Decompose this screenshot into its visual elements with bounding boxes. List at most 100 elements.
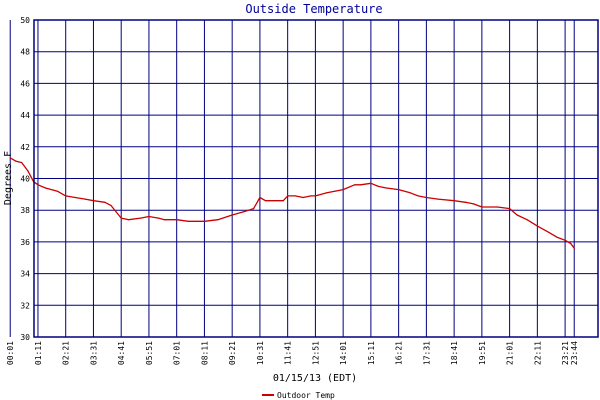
y-tick-label: 36 <box>20 238 30 247</box>
legend: Outdoor Temp <box>262 391 335 400</box>
data-point <box>417 195 419 197</box>
y-axis-ticks: 30 32 34 36 38 40 42 44 46 48 50 <box>20 16 30 342</box>
x-tick-label: 07:01 <box>173 341 182 365</box>
data-point <box>74 196 76 199</box>
data-point <box>104 201 106 203</box>
data-point <box>9 157 11 159</box>
y-tick-label: 44 <box>20 111 30 120</box>
data-point <box>573 247 575 249</box>
data-point <box>243 211 245 213</box>
data-point <box>203 220 206 222</box>
data-point <box>21 162 23 164</box>
data-point <box>570 242 572 245</box>
y-tick-label: 48 <box>20 48 30 57</box>
x-tick-label: 01:11 <box>34 341 43 365</box>
x-tick-label: 05:51 <box>145 341 154 365</box>
x-tick-label: 09:21 <box>228 341 237 365</box>
data-point <box>259 196 261 199</box>
x-tick-label: 23:44 <box>570 341 579 365</box>
x-tick-label: 15:11 <box>367 341 376 365</box>
data-point <box>409 192 411 194</box>
data-point <box>37 184 39 186</box>
data-point <box>359 184 362 186</box>
data-point <box>342 188 344 191</box>
data-point <box>176 219 178 221</box>
legend-label: Outdoor Temp <box>277 391 335 400</box>
series-layer <box>9 157 575 249</box>
data-point <box>472 203 475 205</box>
y-tick-label: 40 <box>20 175 30 184</box>
data-point <box>27 169 29 172</box>
x-tick-label: 17:31 <box>422 341 431 365</box>
data-point <box>509 208 511 210</box>
data-point <box>398 188 400 191</box>
data-point <box>120 217 122 219</box>
y-tick-label: 38 <box>20 206 30 215</box>
x-tick-label: 00:01 <box>6 341 15 365</box>
data-point <box>302 196 304 199</box>
data-point <box>140 217 142 219</box>
data-point <box>526 219 528 221</box>
data-point <box>536 225 538 227</box>
data-point <box>481 206 483 208</box>
x-axis-ticks: 00:01 01:11 02:21 03:31 04:41 05:51 07:01 08:11… <box>6 341 579 365</box>
data-point <box>148 215 150 218</box>
data-point <box>15 160 17 162</box>
data-point <box>326 192 328 194</box>
y-tick-label: 50 <box>20 16 30 25</box>
x-tick-label: 02:21 <box>62 341 71 365</box>
x-tick-label: 12:51 <box>311 341 320 365</box>
data-point <box>354 184 356 186</box>
data-point <box>516 214 518 216</box>
data-point <box>564 239 566 241</box>
x-tick-label: 21:01 <box>506 341 515 365</box>
data-point <box>556 236 558 238</box>
y-tick-label: 34 <box>20 270 30 279</box>
data-point <box>287 195 289 197</box>
data-point <box>187 220 189 222</box>
x-tick-label: 11:41 <box>284 341 293 365</box>
data-point <box>548 231 550 233</box>
x-axis-label: 01/15/13 (EDT) <box>273 373 357 384</box>
x-tick-label: 22:11 <box>533 341 542 365</box>
data-point <box>84 198 86 200</box>
y-axis-label: Degrees F <box>3 151 14 205</box>
y-tick-label: 46 <box>20 79 30 88</box>
data-point <box>310 195 312 197</box>
data-point <box>128 219 130 221</box>
data-point <box>385 187 387 189</box>
y-tick-label: 42 <box>20 143 30 152</box>
y-tick-label: 32 <box>20 301 30 310</box>
data-point <box>377 185 380 188</box>
x-tick-label: 19:51 <box>478 341 487 365</box>
data-point <box>56 190 58 192</box>
data-point <box>231 214 233 216</box>
data-point <box>44 187 47 189</box>
data-point <box>252 208 255 210</box>
data-point <box>465 201 467 203</box>
x-tick-label: 23:21 <box>561 341 570 365</box>
data-point <box>264 200 267 202</box>
x-tick-label: 03:31 <box>89 341 98 365</box>
data-point <box>274 200 276 202</box>
x-tick-label: 04:41 <box>117 341 126 365</box>
x-tick-label: 08:11 <box>200 341 209 365</box>
data-point <box>163 219 165 221</box>
data-point <box>334 190 336 192</box>
data-point <box>496 206 498 208</box>
x-tick-label: 14:01 <box>339 341 348 365</box>
data-point <box>157 217 160 219</box>
x-tick-label: 10:31 <box>256 341 265 365</box>
plot-border <box>33 19 599 338</box>
data-point <box>453 200 455 202</box>
data-point <box>282 200 284 202</box>
data-point <box>425 196 427 199</box>
data-point <box>437 198 439 200</box>
data-point <box>217 219 219 221</box>
data-point <box>92 200 95 202</box>
data-point <box>294 195 296 197</box>
data-point <box>65 195 67 197</box>
y-tick-label: 30 <box>20 333 30 342</box>
x-tick-label: 18:41 <box>450 341 459 365</box>
